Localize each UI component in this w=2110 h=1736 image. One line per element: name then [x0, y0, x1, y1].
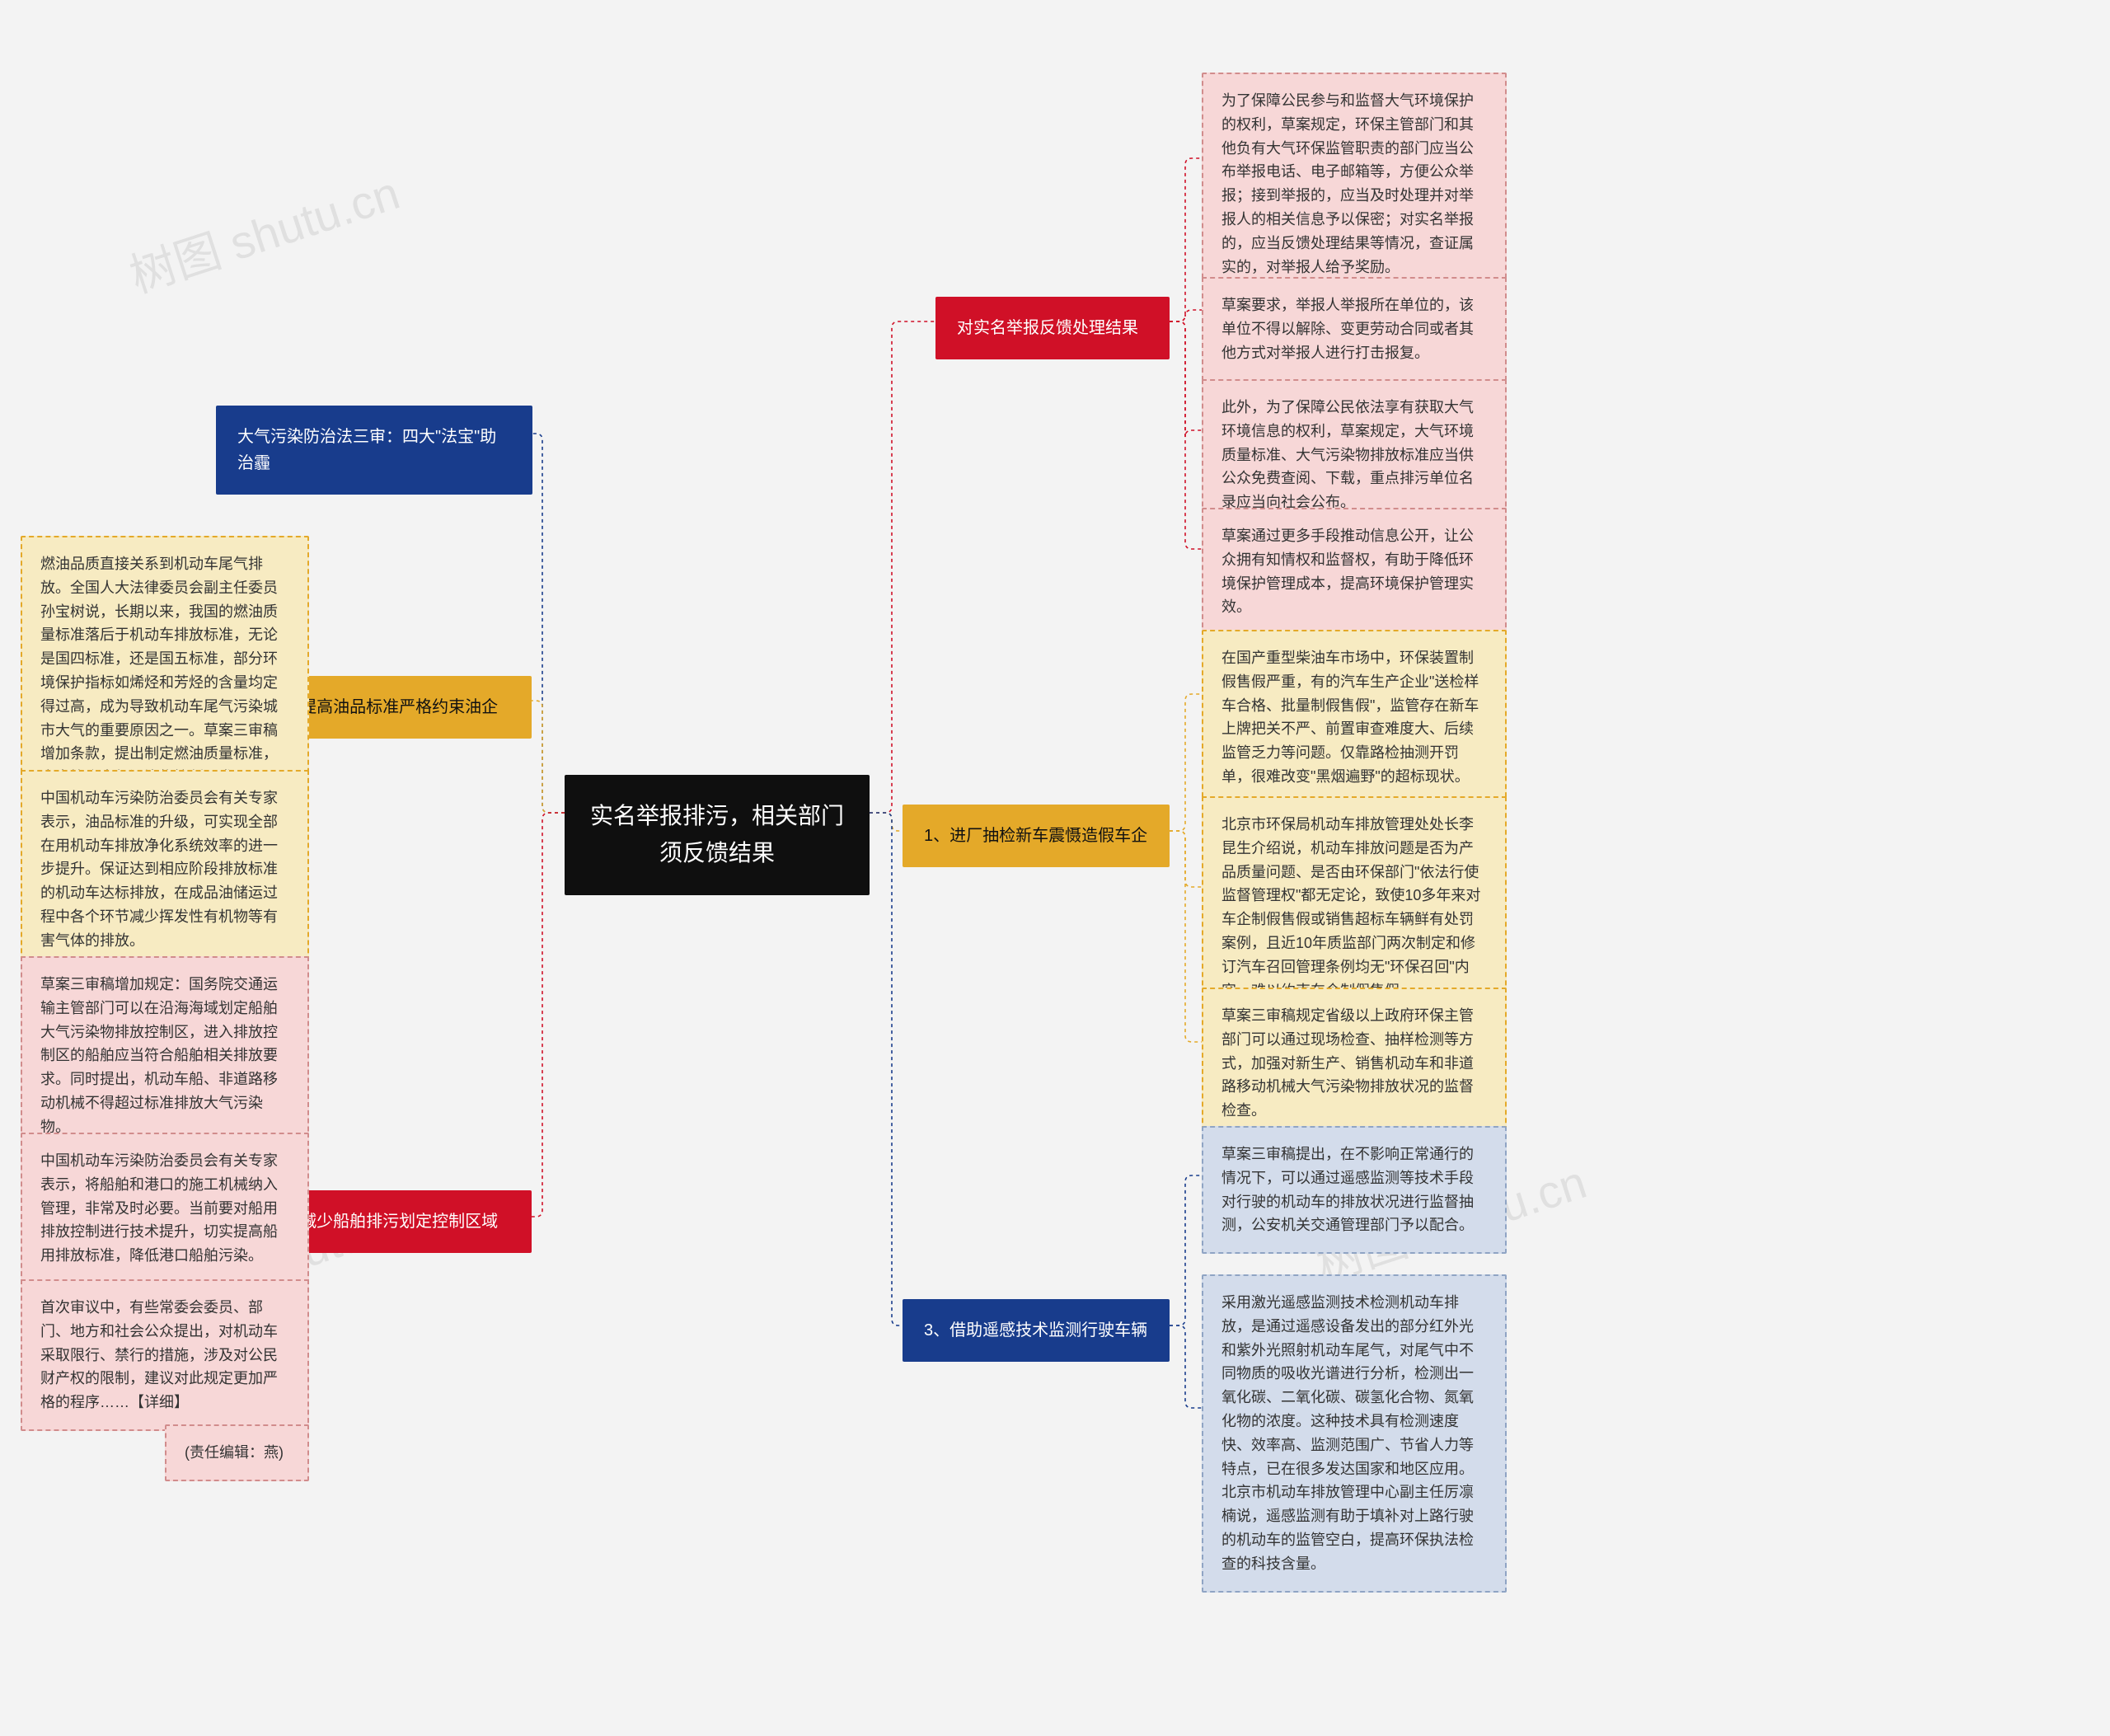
branch-node-blue: 大气污染防治法三审：四大"法宝"助治霾: [216, 406, 532, 495]
leaf-node: 草案要求，举报人举报所在单位的，该单位不得以解除、变更劳动合同或者其他方式对举报…: [1202, 277, 1507, 381]
connector-lines: [0, 0, 2110, 1736]
leaf-node: 草案三审稿增加规定：国务院交通运输主管部门可以在沿海海域划定船舶大气污染物排放控…: [21, 956, 309, 1156]
branch-node-yellow-r2: 1、进厂抽检新车震慑造假车企: [903, 805, 1170, 867]
branch-node-blue-r3: 3、借助遥感技术监测行驶车辆: [903, 1299, 1170, 1362]
leaf-node: 为了保障公民参与和监督大气环境保护的权利，草案规定，环保主管部门和其他负有大气环…: [1202, 73, 1507, 295]
leaf-node: 草案三审稿规定省级以上政府环保主管部门可以通过现场检查、抽样检测等方式，加强对新…: [1202, 988, 1507, 1139]
leaf-node: 中国机动车污染防治委员会有关专家表示，将船舶和港口的施工机械纳入管理，非常及时必…: [21, 1133, 309, 1284]
leaf-node: 采用激光遥感监测技术检测机动车排放，是通过遥感设备发出的部分红外光和紫外光照射机…: [1202, 1274, 1507, 1593]
leaf-node: 草案通过更多手段推动信息公开，让公众拥有知情权和监督权，有助于降低环境保护管理成…: [1202, 508, 1507, 636]
leaf-node: 草案三审稿提出，在不影响正常通行的情况下，可以通过遥感监测等技术手段对行驶的机动…: [1202, 1126, 1507, 1254]
leaf-node: 北京市环保局机动车排放管理处处长李昆生介绍说，机动车排放问题是否为产品质量问题、…: [1202, 796, 1507, 1019]
leaf-node: 燃油品质直接关系到机动车尾气排放。全国人大法律委员会副主任委员孙宝树说，长期以来…: [21, 536, 309, 806]
branch-node-red-r1: 对实名举报反馈处理结果: [935, 297, 1170, 359]
center-node: 实名举报排污，相关部门须反馈结果: [565, 775, 870, 895]
leaf-node: 首次审议中，有些常委会委员、部门、地方和社会公众提出，对机动车采取限行、禁行的措…: [21, 1279, 309, 1431]
leaf-node: 在国产重型柴油车市场中，环保装置制假售假严重，有的汽车生产企业"送检样车合格、批…: [1202, 630, 1507, 805]
watermark: 树图 shutu.cn: [120, 157, 407, 307]
leaf-node-editor: (责任编辑：燕): [165, 1424, 309, 1481]
leaf-node: 中国机动车污染防治委员会有关专家表示，油品标准的升级，可实现全部在用机动车排放净…: [21, 770, 309, 969]
